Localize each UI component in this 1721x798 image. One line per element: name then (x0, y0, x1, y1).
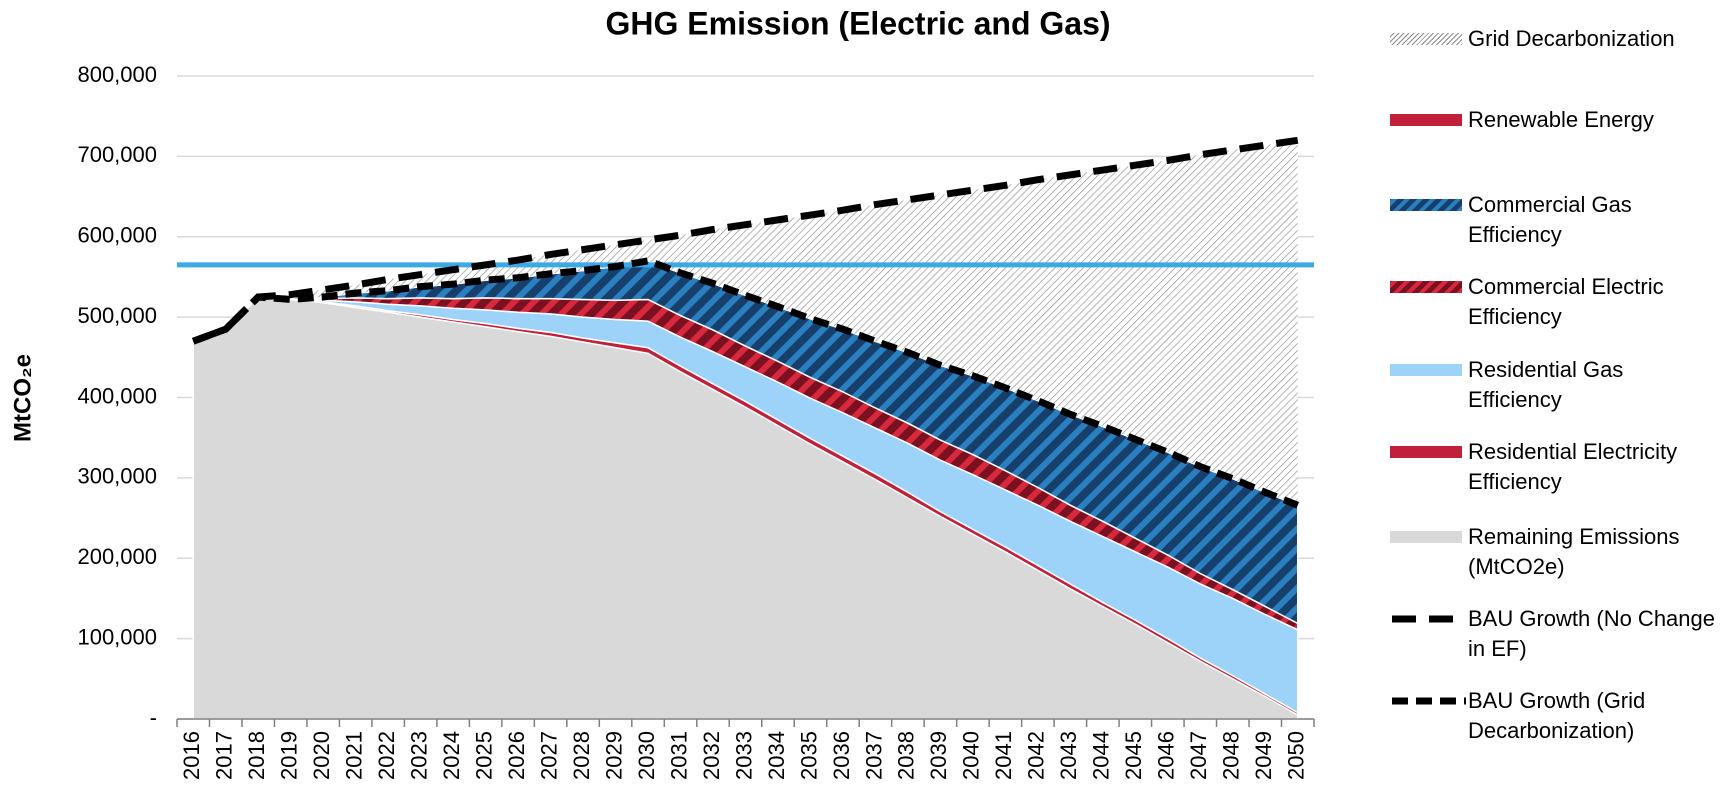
x-tick-label: 2044 (1089, 731, 1114, 780)
area (193, 140, 1298, 506)
legend-label: Commercial Electric Efficiency (1468, 274, 1664, 329)
x-tick-label: 2033 (731, 731, 756, 780)
y-tick-label: 500,000 (77, 303, 157, 328)
x-tick-label: 2022 (374, 731, 399, 780)
x-tick-label: 2017 (212, 731, 237, 780)
legend-swatch (1390, 199, 1462, 211)
x-tick-label: 2048 (1219, 731, 1244, 780)
line (192, 136, 1299, 345)
x-tick-label: 2020 (309, 731, 334, 780)
legend-label: Grid Decarbonization (1468, 26, 1675, 51)
y-tick-label: 300,000 (77, 464, 157, 489)
legend-swatch (1390, 531, 1462, 543)
legend-swatch (1392, 697, 1466, 705)
x-tick-label: 2038 (894, 731, 919, 780)
y-tick-label: 200,000 (77, 544, 157, 569)
x-tick-label: 2043 (1056, 731, 1081, 780)
x-tick-label: 2016 (179, 731, 204, 780)
legend-label: Residential Gas Efficiency (1468, 357, 1624, 412)
legend-label: Remaining Emissions (MtCO2e) (1468, 524, 1680, 579)
x-tick-label: 2047 (1186, 731, 1211, 780)
y-tick-label: 800,000 (77, 62, 157, 87)
legend-swatch (1390, 281, 1462, 293)
legend-label: Renewable Energy (1468, 107, 1654, 132)
legend-label: BAU Growth (Grid Decarbonization) (1468, 688, 1646, 743)
legend-label: Residential Electricity Efficiency (1468, 439, 1678, 494)
line (192, 257, 1300, 509)
legend-label: Commercial Gas Efficiency (1468, 192, 1632, 247)
x-tick-label: 2026 (504, 731, 529, 780)
legend-swatch (1390, 33, 1462, 45)
y-tick-label: 400,000 (77, 383, 157, 408)
x-tick-label: 2031 (666, 731, 691, 780)
y-tick-label: 700,000 (77, 142, 157, 167)
x-tick-label: 2019 (277, 731, 302, 780)
x-tick-label: 2049 (1251, 731, 1276, 780)
x-tick-label: 2030 (634, 731, 659, 780)
x-tick-label: 2042 (1024, 731, 1049, 780)
x-tick-label: 2035 (796, 731, 821, 780)
chart-title: GHG Emission (Electric and Gas) (605, 5, 1110, 41)
x-tick-label: 2029 (601, 731, 626, 780)
x-tick-label: 2027 (536, 731, 561, 780)
y-tick-label: - (150, 705, 157, 730)
x-tick-label: 2023 (406, 731, 431, 780)
legend-swatch (1390, 364, 1462, 376)
legend-swatch (1392, 615, 1466, 623)
x-tick-label: 2021 (341, 731, 366, 780)
x-tick-label: 2039 (926, 731, 951, 780)
legend-swatch (1390, 114, 1462, 126)
x-tick-label: 2018 (244, 731, 269, 780)
x-tick-label: 2045 (1121, 731, 1146, 780)
y-tick-label: 100,000 (77, 624, 157, 649)
x-tick-label: 2036 (829, 731, 854, 780)
x-tick-label: 2034 (764, 731, 789, 780)
x-tick-label: 2050 (1284, 731, 1309, 780)
x-tick-label: 2024 (439, 731, 464, 780)
x-tick-label: 2025 (471, 731, 496, 780)
x-tick-label: 2046 (1154, 731, 1179, 780)
x-tick-label: 2028 (569, 731, 594, 780)
x-tick-label: 2041 (991, 731, 1016, 780)
legend-swatch (1390, 446, 1462, 458)
x-tick-label: 2040 (959, 731, 984, 780)
legend-label: BAU Growth (No Change in EF) (1468, 606, 1715, 661)
x-tick-label: 2037 (861, 731, 886, 780)
x-tick-label: 2032 (699, 731, 724, 780)
y-axis-label: MtCO₂e (9, 354, 36, 442)
y-tick-label: 600,000 (77, 223, 157, 248)
